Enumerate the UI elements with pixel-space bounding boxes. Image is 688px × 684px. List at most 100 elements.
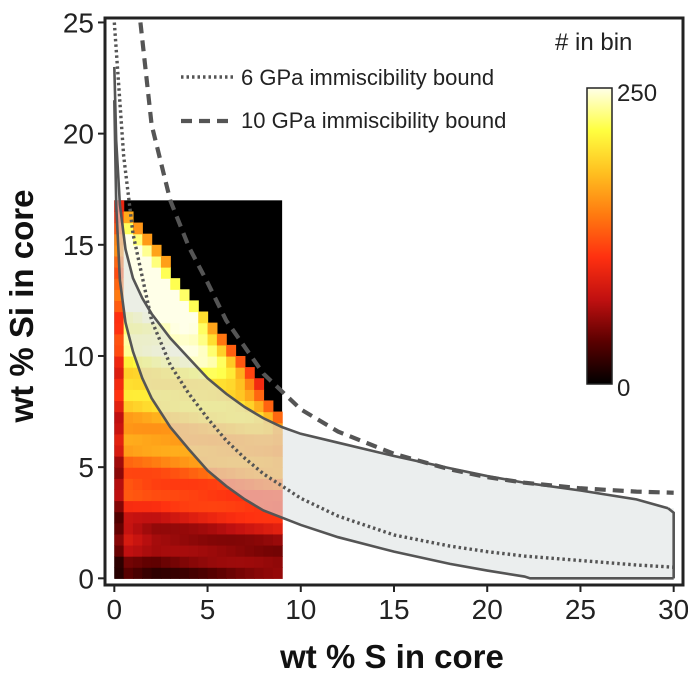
heatmap-cell — [132, 367, 143, 379]
heatmap-cell — [207, 511, 218, 524]
series-6gpa-immiscibility-line — [112, 22, 674, 569]
heatmap-cell — [170, 500, 181, 513]
heatmap-cell — [123, 456, 134, 468]
heatmap-cell — [170, 311, 181, 324]
heatmap-cell — [114, 322, 125, 335]
heatmap-cell — [226, 556, 237, 568]
legend-label-6gpa: 6 GPa immiscibility bound — [241, 65, 494, 90]
heatmap-cell — [235, 355, 246, 368]
heatmap-cell — [170, 322, 181, 335]
heatmap-cell — [188, 500, 199, 513]
heatmap-cell — [272, 522, 283, 535]
y-tick-label: 10 — [63, 341, 94, 372]
heatmap-cell — [123, 211, 134, 224]
heatmap-cell — [123, 556, 134, 568]
heatmap-cell — [132, 278, 143, 290]
heatmap-cell — [207, 556, 218, 568]
heatmap-cell — [151, 255, 162, 268]
heatmap-cell — [207, 489, 218, 502]
heatmap-cell — [235, 544, 246, 557]
heatmap-cell — [132, 400, 143, 413]
heatmap-cell — [160, 567, 171, 579]
heatmap-cell — [198, 522, 209, 535]
heatmap-cell — [179, 322, 190, 335]
heatmap-cell — [179, 444, 190, 457]
heatmap-cell — [179, 522, 190, 535]
heatmap-cell — [216, 367, 227, 379]
heatmap-cell — [216, 489, 227, 502]
heatmap-cell — [132, 556, 143, 568]
series-10gpa-immiscibility-line — [138, 22, 674, 495]
heatmap-cell — [132, 267, 143, 279]
heatmap-cell — [179, 300, 190, 313]
heatmap-cell — [170, 567, 181, 579]
heatmap-cell — [263, 511, 274, 524]
heatmap-cell — [142, 456, 153, 468]
heatmap-cell — [142, 556, 153, 568]
heatmap-cell — [142, 389, 153, 402]
heatmap-cell — [188, 567, 199, 579]
heatmap-cell — [198, 344, 209, 357]
heatmap-cell — [188, 511, 199, 524]
x-axis-title: wt % S in core — [279, 638, 504, 675]
heatmap-cell — [151, 311, 162, 324]
heatmap-cell — [188, 300, 199, 313]
heatmap-cell — [179, 567, 190, 579]
heatmap-cell — [160, 267, 171, 279]
heatmap-cell — [216, 344, 227, 357]
heatmap-cell — [114, 511, 125, 524]
heatmap-cell — [179, 533, 190, 546]
heatmap-cell — [244, 556, 255, 568]
x-tick-label: 15 — [378, 594, 409, 625]
heatmap-cell — [198, 533, 209, 546]
heatmap-cell — [132, 389, 143, 402]
heatmap-cell — [114, 433, 125, 446]
heatmap-cell — [142, 533, 153, 546]
heatmap-cell — [198, 511, 209, 524]
heatmap-cell — [114, 544, 125, 557]
heatmap-cell — [226, 544, 237, 557]
heatmap-cell — [179, 489, 190, 502]
heatmap-cell — [132, 478, 143, 490]
heatmap-cell — [160, 311, 171, 324]
heatmap-cell — [151, 533, 162, 546]
colorbar: # in bin 250 0 — [555, 29, 657, 402]
heatmap-cell — [198, 311, 209, 324]
plot-area — [112, 22, 675, 580]
heatmap-cell — [132, 411, 143, 424]
heatmap-cell — [123, 433, 134, 446]
colorbar-title: # in bin — [555, 29, 632, 56]
heatmap-cell — [142, 544, 153, 557]
heatmap-cell — [123, 544, 134, 557]
heatmap-cell — [114, 500, 125, 513]
heatmap-cell — [254, 522, 265, 535]
heatmap-cell — [132, 222, 143, 235]
heatmap-cell — [254, 400, 265, 413]
heatmap-cell — [151, 444, 162, 457]
heatmap-cell — [142, 400, 153, 413]
heatmap-cell — [114, 422, 125, 435]
heatmap-cell — [132, 255, 143, 268]
heatmap-cell — [123, 522, 134, 535]
heatmap-cell — [179, 478, 190, 490]
heatmap-cell — [114, 389, 125, 402]
heatmap-cell — [244, 378, 255, 390]
heatmap-cell — [160, 522, 171, 535]
heatmap-cell — [235, 378, 246, 390]
y-tick-label: 5 — [78, 452, 94, 483]
heatmap-cell — [142, 233, 153, 246]
heatmap-cell — [132, 511, 143, 524]
heatmap-cell — [123, 567, 134, 579]
heatmap-cell — [132, 444, 143, 457]
heatmap-cell — [142, 267, 153, 279]
y-tick-label: 25 — [63, 7, 94, 38]
heatmap-cell — [142, 511, 153, 524]
heatmap-cell — [198, 355, 209, 368]
x-tick-label: 0 — [107, 594, 123, 625]
heatmap-cell — [160, 556, 171, 568]
heatmap-cell — [272, 544, 283, 557]
heatmap-cell — [170, 467, 181, 479]
heatmap-cell — [114, 567, 125, 579]
heatmap-cell — [272, 567, 283, 579]
heatmap-cell — [179, 289, 190, 301]
